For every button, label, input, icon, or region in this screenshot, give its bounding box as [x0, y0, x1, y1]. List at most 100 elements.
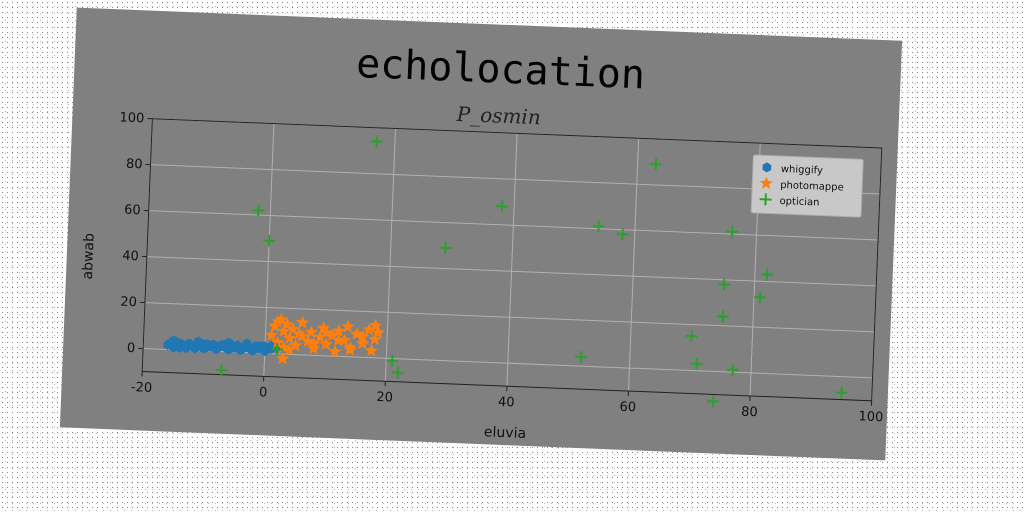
data-points: [163, 135, 848, 408]
data-point-photomappe: [343, 342, 357, 356]
data-point-whiggify: [236, 342, 246, 353]
data-point-photomappe: [277, 324, 291, 338]
data-point-whiggify: [169, 335, 179, 346]
data-point-optician: [592, 220, 605, 233]
data-point-optician: [263, 234, 276, 247]
y-tick-label: 40: [122, 249, 139, 265]
data-point-photomappe: [286, 322, 300, 336]
data-point-photomappe: [301, 334, 315, 348]
x-tick-label: 100: [858, 409, 883, 425]
legend-marker-photomappe: [759, 176, 774, 190]
data-point-whiggify: [199, 339, 209, 350]
data-point-photomappe: [319, 325, 334, 339]
data-point-photomappe: [368, 332, 382, 346]
data-point-photomappe: [331, 333, 346, 347]
y-tick-label: 0: [127, 341, 136, 356]
data-point-photomappe: [295, 329, 309, 343]
data-point-optician: [215, 364, 228, 377]
data-point-photomappe: [307, 336, 321, 350]
data-point-optician: [386, 354, 399, 367]
grid-line-x: [263, 123, 275, 377]
data-point-photomappe: [280, 317, 294, 331]
data-point-whiggify: [248, 345, 258, 356]
grid-line-y: [146, 256, 877, 287]
legend: whiggify photomappe optician: [750, 154, 864, 218]
data-point-optician: [690, 357, 703, 370]
data-point-optician: [726, 363, 739, 376]
data-point-photomappe: [282, 342, 296, 356]
data-point-photomappe: [283, 331, 297, 345]
x-tick-label: 0: [259, 385, 268, 400]
data-point-photomappe: [313, 330, 327, 344]
data-point-photomappe: [325, 328, 340, 342]
data-point-optician: [252, 204, 265, 217]
data-point-optician: [761, 268, 774, 281]
axis-ticks: -20 0 20 40 60 80 100 0 20 40 60 80 100: [119, 110, 883, 425]
data-point-photomappe: [264, 328, 279, 342]
data-point-photomappe: [362, 322, 376, 336]
data-point-optician: [439, 241, 452, 254]
chart-figure: echolocation P_osmin -20 0 20 40 60 80 100 0 20 4…: [59, 7, 903, 461]
data-point-photomappe: [271, 314, 285, 328]
data-point-photomappe: [355, 336, 370, 350]
grid-line-y: [144, 302, 875, 333]
y-tick-label: 100: [119, 110, 144, 126]
data-point-photomappe: [332, 324, 346, 337]
scatter-chart: echolocation P_osmin -20 0 20 40 60 80 100 0 20 4…: [80, 41, 884, 442]
data-point-photomappe: [350, 327, 364, 340]
grid-line-x: [627, 138, 640, 392]
x-tick-label: 60: [619, 400, 636, 416]
data-point-optician: [718, 278, 731, 291]
data-point-photomappe: [364, 343, 379, 357]
data-point-optician: [716, 310, 729, 323]
data-point-photomappe: [292, 327, 306, 340]
data-point-photomappe: [270, 335, 285, 349]
x-tick-label: 20: [376, 390, 393, 406]
data-point-optician: [370, 135, 383, 148]
grid-line-x: [384, 128, 396, 382]
data-point-optician: [575, 350, 588, 363]
data-point-photomappe: [319, 337, 333, 351]
legend-label-photomappe: photomappe: [780, 180, 844, 194]
data-point-optician: [835, 386, 848, 399]
legend-label-whiggify: whiggify: [781, 164, 824, 177]
data-point-whiggify: [224, 337, 234, 348]
data-point-photomappe: [328, 344, 342, 358]
data-point-whiggify: [211, 344, 221, 355]
data-point-photomappe: [341, 319, 355, 333]
grid-line-y: [148, 210, 879, 241]
data-point-optician: [726, 225, 739, 238]
chart-subtitle: P_osmin: [455, 102, 541, 129]
data-point-whiggify: [175, 342, 185, 353]
data-point-photomappe: [356, 329, 370, 343]
data-point-optician: [649, 158, 662, 171]
data-point-optician: [685, 329, 698, 343]
legend-label-optician: optician: [779, 196, 819, 209]
x-tick-label: 40: [498, 395, 515, 411]
data-point-photomappe: [371, 325, 385, 339]
legend-marker-optician: [759, 193, 772, 206]
data-point-photomappe: [368, 318, 383, 332]
data-point-optician: [707, 395, 720, 408]
y-axis-label: abwab: [80, 233, 98, 280]
data-point-photomappe: [307, 341, 321, 355]
x-axis-label: eluvia: [484, 424, 527, 442]
data-point-photomappe: [276, 351, 290, 365]
data-point-whiggify: [260, 341, 270, 352]
data-point-optician: [271, 343, 284, 356]
legend-box: [750, 154, 864, 218]
y-tick-label: 60: [124, 203, 141, 219]
data-point-whiggify: [187, 340, 197, 351]
x-tick-label: 80: [741, 405, 758, 421]
legend-marker-whiggify: [762, 162, 772, 173]
data-point-optician: [754, 291, 767, 304]
data-point-optician: [616, 228, 629, 241]
data-point-optician: [391, 366, 404, 379]
chart-title: echolocation: [355, 41, 646, 99]
data-point-optician: [495, 200, 508, 213]
y-tick-label: 80: [126, 157, 143, 173]
x-tick-label: -20: [131, 380, 153, 396]
data-point-photomappe: [295, 315, 310, 329]
grid-line-x: [506, 133, 518, 387]
y-tick-label: 20: [120, 295, 137, 311]
